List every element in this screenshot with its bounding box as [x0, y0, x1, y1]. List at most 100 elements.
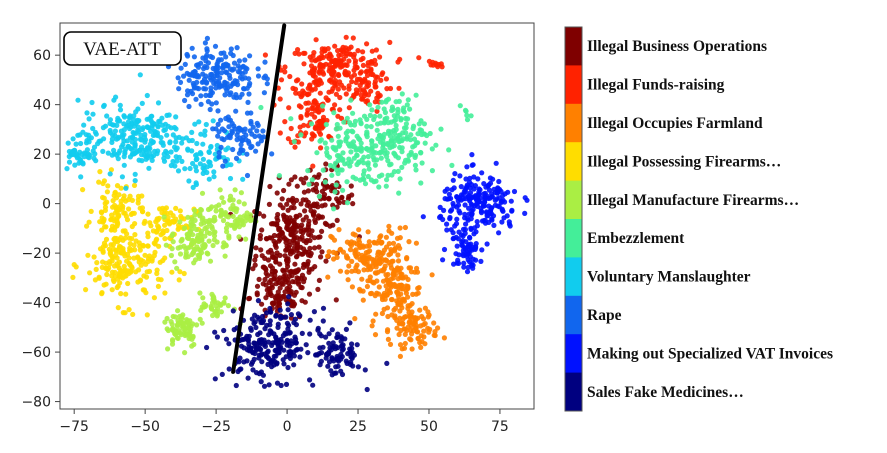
scatter-point	[319, 125, 325, 131]
scatter-point	[283, 267, 289, 273]
scatter-point	[444, 227, 450, 233]
scatter-point	[319, 249, 325, 255]
colorbar-swatch	[565, 334, 582, 374]
scatter-point	[313, 181, 320, 187]
scatter-point	[376, 184, 382, 190]
scatter-point	[486, 187, 493, 193]
scatter-point	[401, 297, 407, 303]
scatter-point	[490, 213, 497, 219]
scatter-point	[254, 283, 261, 289]
scatter-point	[287, 73, 293, 80]
scatter-point	[72, 162, 78, 168]
scatter-point	[144, 92, 150, 99]
legend-label: Illegal Manufacture Firearms…	[587, 192, 799, 209]
scatter-point	[309, 177, 315, 183]
scatter-point	[186, 103, 192, 110]
scatter-point	[212, 329, 218, 335]
scatter-point	[485, 213, 491, 219]
scatter-point	[99, 227, 105, 233]
scatter-point	[457, 103, 463, 109]
scatter-point	[421, 328, 427, 334]
scatter-point	[204, 64, 210, 71]
scatter-point	[208, 92, 214, 98]
scatter-point	[368, 66, 374, 72]
scatter-point	[429, 146, 435, 152]
scatter-point	[522, 195, 528, 201]
scatter-point	[386, 128, 392, 134]
scatter-point	[242, 69, 248, 75]
scatter-point	[194, 322, 200, 328]
scatter-point	[236, 234, 242, 240]
scatter-point	[230, 146, 236, 153]
scatter-point	[407, 106, 413, 112]
scatter-point	[335, 48, 341, 54]
scatter-point	[124, 251, 131, 257]
scatter-point	[258, 352, 264, 358]
scatter-point	[500, 197, 506, 203]
scatter-point	[257, 232, 263, 239]
scatter-point	[298, 176, 304, 182]
scatter-point	[414, 329, 420, 335]
scatter-point	[465, 264, 471, 270]
scatter-point	[155, 123, 161, 129]
scatter-point	[511, 188, 518, 195]
scatter-point	[383, 234, 389, 240]
colorbar-swatch	[565, 103, 582, 143]
scatter-point	[298, 132, 304, 138]
scatter-point	[323, 121, 329, 128]
scatter-point	[274, 360, 280, 366]
scatter-point	[187, 326, 193, 333]
scatter-point	[487, 175, 493, 181]
scatter-point	[233, 92, 239, 98]
scatter-point	[336, 52, 342, 58]
scatter-point	[140, 125, 146, 131]
scatter-point	[387, 39, 393, 46]
scatter-point	[213, 85, 219, 91]
series-3	[70, 167, 202, 318]
scatter-point	[385, 327, 391, 333]
scatter-point	[201, 86, 207, 92]
scatter-point	[288, 218, 294, 224]
scatter-point	[186, 178, 192, 184]
scatter-point	[75, 97, 81, 103]
scatter-point	[354, 76, 361, 82]
scatter-point	[364, 283, 370, 290]
scatter-point	[291, 362, 297, 368]
scatter-point	[177, 244, 184, 250]
scatter-point	[301, 61, 307, 67]
colorbar-frame	[564, 26, 583, 412]
scatter-point	[120, 134, 126, 140]
scatter-point	[471, 186, 477, 192]
scatter-point	[375, 104, 381, 110]
scatter-point	[349, 284, 355, 290]
scatter-point	[264, 273, 271, 279]
scatter-point	[301, 189, 307, 195]
scatter-point	[108, 217, 114, 223]
scatter-point	[229, 128, 235, 134]
scatter-point	[147, 141, 153, 147]
scatter-point	[174, 265, 180, 271]
scatter-point	[389, 230, 395, 236]
scatter-point	[346, 156, 352, 162]
scatter-point	[122, 114, 128, 120]
scatter-point	[112, 269, 118, 275]
scatter-point	[367, 102, 373, 108]
scatter-point	[103, 281, 109, 287]
scatter-point	[277, 96, 283, 102]
scatter-point	[378, 268, 384, 274]
scatter-point	[348, 44, 354, 50]
scatter-point	[176, 225, 182, 231]
scatter-point	[300, 50, 307, 56]
scatter-point	[395, 266, 401, 272]
scatter-point	[195, 62, 201, 68]
scatter-point	[351, 122, 358, 128]
scatter-point	[464, 164, 470, 170]
scatter-point	[306, 91, 312, 97]
scatter-point	[100, 148, 106, 154]
scatter-point	[235, 63, 241, 69]
scatter-point	[238, 190, 244, 196]
scatter-point	[115, 118, 121, 124]
scatter-point	[450, 230, 456, 236]
y-tick-label: −60	[21, 345, 51, 361]
scatter-point	[361, 113, 368, 119]
